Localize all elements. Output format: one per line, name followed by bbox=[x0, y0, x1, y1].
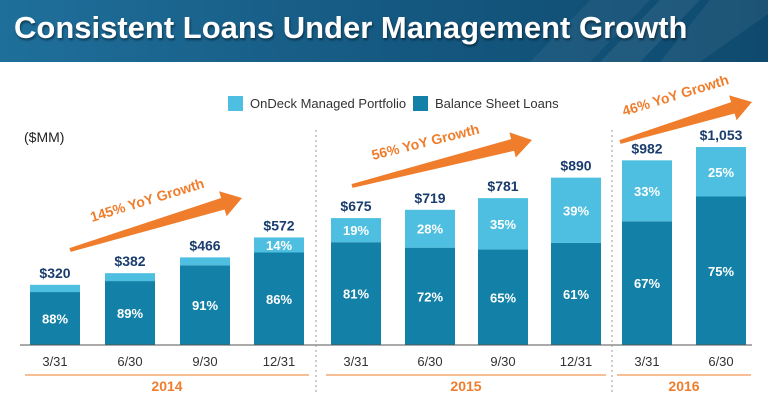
bar-total-label: $982 bbox=[631, 140, 662, 156]
legend-label-balance-sheet: Balance Sheet Loans bbox=[435, 96, 559, 111]
chart-legend: OnDeck Managed Portfolio Balance Sheet L… bbox=[228, 96, 559, 111]
legend-swatch-balance-sheet bbox=[413, 96, 428, 111]
title-banner: Consistent Loans Under Management Growth bbox=[0, 0, 768, 62]
x-tick-label: 3/31 bbox=[634, 354, 659, 369]
bar-total-label: $675 bbox=[340, 198, 371, 214]
bar-label-managed: 14% bbox=[266, 238, 292, 253]
bar-balance-sheet bbox=[254, 252, 304, 345]
bar-balance-sheet bbox=[478, 249, 528, 345]
banner-decoration bbox=[530, 0, 768, 62]
bar-balance-sheet bbox=[105, 281, 155, 345]
bar-total-label: $320 bbox=[39, 265, 70, 281]
stacked-bar-chart: OnDeck Managed Portfolio Balance Sheet L… bbox=[20, 71, 752, 394]
bar-managed-portfolio bbox=[622, 160, 672, 222]
bar-label-balance-sheet: 75% bbox=[708, 264, 734, 279]
bar-balance-sheet bbox=[696, 196, 746, 345]
year-label: 2015 bbox=[450, 378, 481, 394]
bar-total-label: $719 bbox=[414, 190, 445, 206]
bar-total-label: $572 bbox=[263, 217, 294, 233]
bar-managed-portfolio bbox=[551, 177, 601, 243]
bar-managed-portfolio bbox=[696, 147, 746, 197]
x-tick-label: 3/31 bbox=[42, 354, 67, 369]
bar-label-balance-sheet: 89% bbox=[117, 306, 143, 321]
bar-label-balance-sheet: 91% bbox=[192, 298, 218, 313]
legend-swatch-managed bbox=[228, 96, 243, 111]
bar-managed-portfolio bbox=[405, 209, 455, 248]
bars-layer: 88% $320 89% $382 91% $466 86% 14% $572 81% 19% $67… bbox=[30, 127, 746, 345]
x-tick-label: 12/31 bbox=[263, 354, 296, 369]
bar-total-label: $1,053 bbox=[700, 127, 743, 143]
axis-layer: 3/31 6/30 9/30 12/31 3/31 6/30 9/30 12/31 3/31 6/… bbox=[20, 130, 752, 394]
page-title: Consistent Loans Under Management Growth bbox=[14, 10, 688, 45]
x-tick-label: 9/30 bbox=[490, 354, 515, 369]
bar-balance-sheet bbox=[180, 265, 230, 345]
bar-label-balance-sheet: 61% bbox=[563, 287, 589, 302]
bar-balance-sheet bbox=[622, 221, 672, 345]
bar-label-managed: 19% bbox=[343, 223, 369, 238]
bar-label-balance-sheet: 72% bbox=[417, 289, 443, 304]
bar-balance-sheet bbox=[551, 242, 601, 345]
x-tick-label: 3/31 bbox=[343, 354, 368, 369]
bar-balance-sheet bbox=[405, 247, 455, 345]
bar-balance-sheet bbox=[331, 242, 381, 345]
unit-label: ($MM) bbox=[24, 129, 64, 145]
bar-managed-portfolio bbox=[30, 284, 80, 293]
bar-total-label: $466 bbox=[189, 237, 220, 253]
bar-label-balance-sheet: 88% bbox=[42, 312, 68, 327]
year-label: 2014 bbox=[151, 378, 182, 394]
bar-label-managed: 28% bbox=[417, 222, 443, 237]
x-tick-label: 12/31 bbox=[560, 354, 593, 369]
bar-managed-portfolio bbox=[254, 237, 304, 253]
bar-balance-sheet bbox=[30, 292, 80, 345]
bar-total-label: $890 bbox=[560, 158, 591, 174]
x-tick-label: 9/30 bbox=[192, 354, 217, 369]
bar-label-balance-sheet: 67% bbox=[634, 276, 660, 291]
growth-arrow bbox=[351, 132, 532, 188]
x-tick-label: 6/30 bbox=[117, 354, 142, 369]
bar-managed-portfolio bbox=[105, 273, 155, 282]
bar-label-balance-sheet: 81% bbox=[343, 287, 369, 302]
bar-managed-portfolio bbox=[180, 257, 230, 266]
x-tick-label: 6/30 bbox=[417, 354, 442, 369]
bar-label-managed: 39% bbox=[563, 203, 589, 218]
bar-label-managed: 35% bbox=[490, 217, 516, 232]
bar-managed-portfolio bbox=[331, 218, 381, 243]
bar-total-label: $781 bbox=[487, 178, 518, 194]
bar-total-label: $382 bbox=[114, 253, 145, 269]
bar-label-balance-sheet: 65% bbox=[490, 290, 516, 305]
growth-arrow bbox=[619, 95, 752, 144]
growth-arrow bbox=[69, 191, 243, 252]
bar-managed-portfolio bbox=[478, 198, 528, 250]
year-label: 2016 bbox=[668, 378, 699, 394]
bar-label-managed: 33% bbox=[634, 184, 660, 199]
bar-label-managed: 25% bbox=[708, 165, 734, 180]
x-tick-label: 6/30 bbox=[708, 354, 733, 369]
legend-label-managed: OnDeck Managed Portfolio bbox=[250, 96, 406, 111]
bar-label-balance-sheet: 86% bbox=[266, 292, 292, 307]
